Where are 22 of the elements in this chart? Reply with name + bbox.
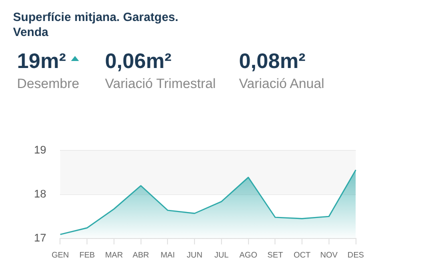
x-tick-label: AGO: [239, 250, 258, 260]
x-tick-label: NOV: [320, 250, 338, 260]
text: 0,08m²: [239, 50, 306, 74]
x-tick-label: ABR: [132, 250, 150, 260]
x-tick-label: OCT: [294, 250, 311, 260]
text: 0,06m²: [105, 50, 172, 74]
text: Variació Anual: [239, 76, 324, 91]
y-tick-label: 18: [34, 188, 46, 201]
x-tick-label: DES: [348, 250, 364, 260]
x-tick-label: MAR: [105, 250, 124, 260]
text: 19m²: [17, 50, 66, 74]
text: Desembre: [17, 76, 80, 91]
x-tick-label: JUL: [214, 250, 230, 260]
x-tick-label: FEB: [79, 250, 95, 260]
x-tick-label: GEN: [52, 250, 70, 260]
x-tick-label: JUN: [186, 250, 203, 260]
text: Variació Trimestral: [105, 76, 216, 91]
y-tick-label: 17: [34, 232, 46, 244]
y-tick-label: 19: [34, 144, 46, 157]
x-tick-label: SET: [267, 250, 284, 260]
text: Superfície mitjana. Garatges. Venda: [13, 10, 180, 40]
x-tick-label: MAI: [160, 250, 175, 260]
